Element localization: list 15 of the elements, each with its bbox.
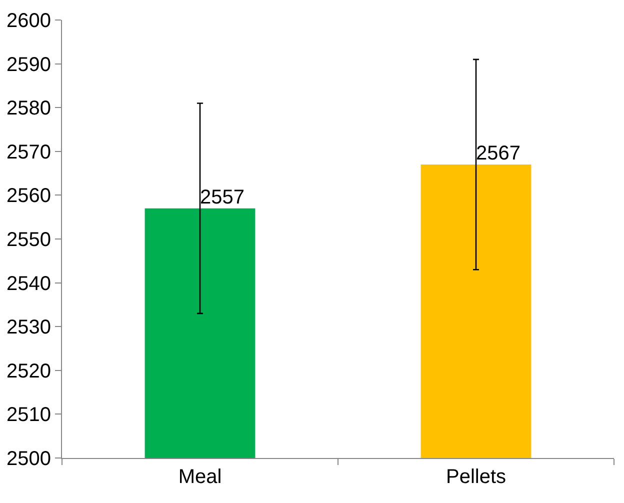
data-label: 2567: [476, 142, 520, 165]
y-tick-label: 2520: [6, 360, 51, 382]
y-tick-label: 2510: [6, 404, 51, 426]
y-tick-label: 2600: [6, 10, 51, 32]
y-tick-label: 2540: [6, 272, 51, 295]
y-tick-label: 2580: [6, 98, 51, 120]
y-tick-label: 2500: [6, 448, 51, 470]
y-tick-label: 2590: [6, 54, 51, 76]
x-tick-label: Pellets: [446, 466, 506, 488]
data-label: 2557: [200, 186, 244, 208]
y-tick-label: 2530: [6, 316, 51, 339]
y-tick-label: 2570: [6, 141, 51, 164]
x-tick-label: Meal: [178, 466, 222, 488]
y-tick-label: 2560: [6, 185, 51, 208]
y-tick-label: 2550: [6, 229, 51, 251]
